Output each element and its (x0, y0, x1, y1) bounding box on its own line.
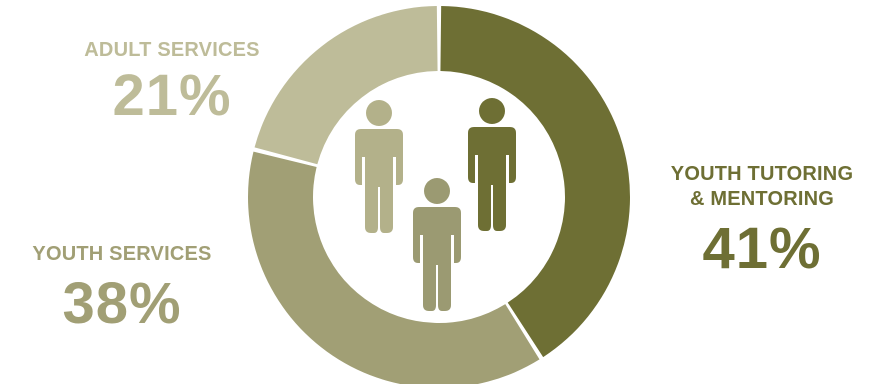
label-adult-services: ADULT SERVICES 21% (64, 38, 280, 125)
person-icon (468, 98, 516, 231)
donut-slices (248, 6, 631, 384)
adult-services-name: ADULT SERVICES (84, 39, 260, 61)
donut-slice-adult-services (254, 6, 438, 165)
label-youth-services: YOUTH SERVICES 38% (8, 242, 236, 333)
youth-tutoring-name-line2: & MENTORING (689, 188, 835, 210)
youth-services-name: YOUTH SERVICES (32, 243, 212, 265)
youth-services-percent: 38% (62, 271, 182, 336)
donut-slice-youth-services (248, 151, 540, 384)
people-group-icon (355, 98, 516, 311)
youth-tutoring-name-line1: YOUTH TUTORING (670, 163, 854, 185)
donut-slice-youth-tutoring-mentoring (440, 6, 631, 358)
label-youth-tutoring: YOUTH TUTORING & MENTORING 41% (648, 162, 876, 278)
person-icon (355, 100, 403, 233)
person-icon (413, 178, 461, 311)
adult-services-percent: 21% (112, 63, 232, 128)
youth-tutoring-percent: 41% (702, 216, 822, 281)
